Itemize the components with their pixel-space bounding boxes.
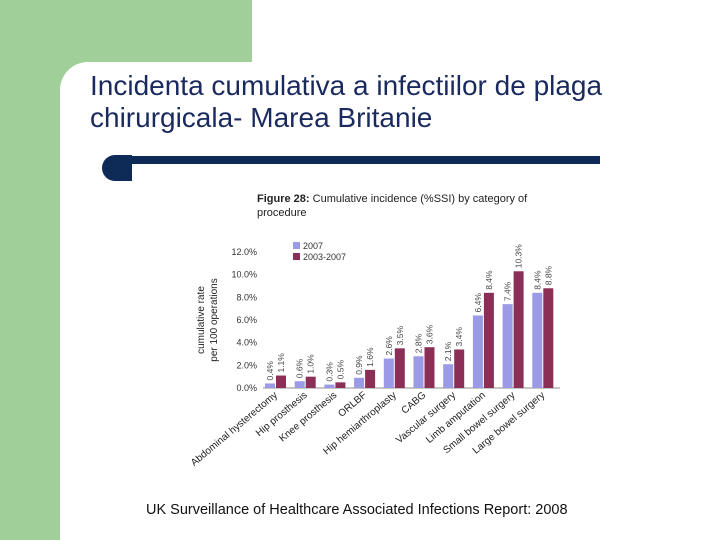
figure-label: Figure 28: — [257, 193, 310, 205]
title-rule — [130, 156, 600, 164]
data-label: 0.3% — [324, 362, 334, 382]
bar-series2 — [483, 292, 494, 388]
bars: 0.4% 1.1% 0.6% 1.0% 0.3% 0.5% 0.9% 1.6% 2.6%3.5%… — [265, 244, 554, 388]
figure-caption-text: Cumulative incidence (%SSI) by category … — [257, 193, 528, 219]
data-label: 0.9% — [354, 355, 364, 375]
y-tick-label: 6.0% — [236, 315, 257, 325]
legend-swatch — [293, 253, 300, 260]
bar-series2 — [335, 382, 346, 388]
bar-series1 — [472, 315, 483, 388]
y-axis-label-line: per 100 operations — [209, 278, 220, 361]
data-label: 0.5% — [335, 360, 345, 380]
y-tick-label: 8.0% — [236, 292, 257, 302]
bar-series2 — [394, 348, 405, 388]
data-label: 8.8% — [543, 265, 553, 285]
data-label: 10.3% — [514, 244, 524, 269]
bar-series2 — [513, 271, 524, 388]
bar-series1 — [383, 358, 394, 388]
bar-series1 — [294, 381, 305, 388]
y-axis-label-line: cumulative rate — [196, 286, 207, 354]
bar-series1 — [324, 384, 335, 388]
content-panel — [60, 62, 720, 540]
data-label: 2.8% — [414, 333, 424, 353]
bar-series2 — [424, 347, 435, 388]
data-label: 7.4% — [503, 281, 513, 301]
bar-series2 — [305, 376, 316, 388]
bar-series2 — [365, 369, 376, 388]
y-tick-label: 4.0% — [236, 338, 257, 348]
bar-series1 — [265, 383, 275, 388]
data-label: 1.0% — [306, 354, 316, 374]
data-label: 3.5% — [395, 326, 405, 346]
legend-swatch — [293, 242, 300, 249]
slide-title: Incidenta cumulativa a infectiilor de pl… — [90, 70, 603, 133]
data-label: 1.1% — [276, 353, 286, 373]
y-tick-label: 12.0% — [231, 247, 257, 257]
legend-label: 2007 — [303, 241, 323, 251]
figure-caption: Figure 28: Cumulative incidence (%SSI) b… — [257, 192, 557, 220]
data-label: 1.6% — [365, 347, 375, 367]
data-label: 3.6% — [425, 324, 435, 344]
y-tick-label: 10.0% — [231, 270, 257, 280]
data-label: 0.4% — [265, 361, 275, 381]
data-label: 2.6% — [384, 336, 394, 356]
data-label: 3.4% — [454, 327, 464, 347]
y-tick-label: 2.0% — [236, 360, 257, 370]
data-label: 2.1% — [443, 341, 453, 361]
source-note: UK Surveillance of Healthcare Associated… — [146, 502, 568, 518]
y-axis-label: cumulative rate per 100 operations — [196, 278, 220, 361]
data-label: 8.4% — [484, 270, 494, 290]
bar-series1 — [532, 292, 543, 388]
bar-series1 — [443, 364, 454, 388]
bar-series1 — [502, 304, 513, 388]
bar-series1 — [413, 356, 424, 388]
bar-series2 — [543, 288, 554, 388]
bar-series1 — [354, 377, 365, 388]
data-label: 8.4% — [532, 270, 542, 290]
y-tick-label: 0.0% — [236, 383, 257, 393]
data-label: 6.4% — [473, 293, 483, 313]
data-label: 0.6% — [295, 358, 305, 378]
bar-series2 — [276, 375, 286, 388]
bar-chart: 0.0%2.0%4.0%6.0%8.0%10.0%12.0% 0.4% 1.1% 0… — [189, 241, 560, 469]
title-rule-tab — [118, 164, 132, 181]
bar-series2 — [454, 349, 465, 388]
legend-label: 2003-2007 — [303, 252, 346, 262]
